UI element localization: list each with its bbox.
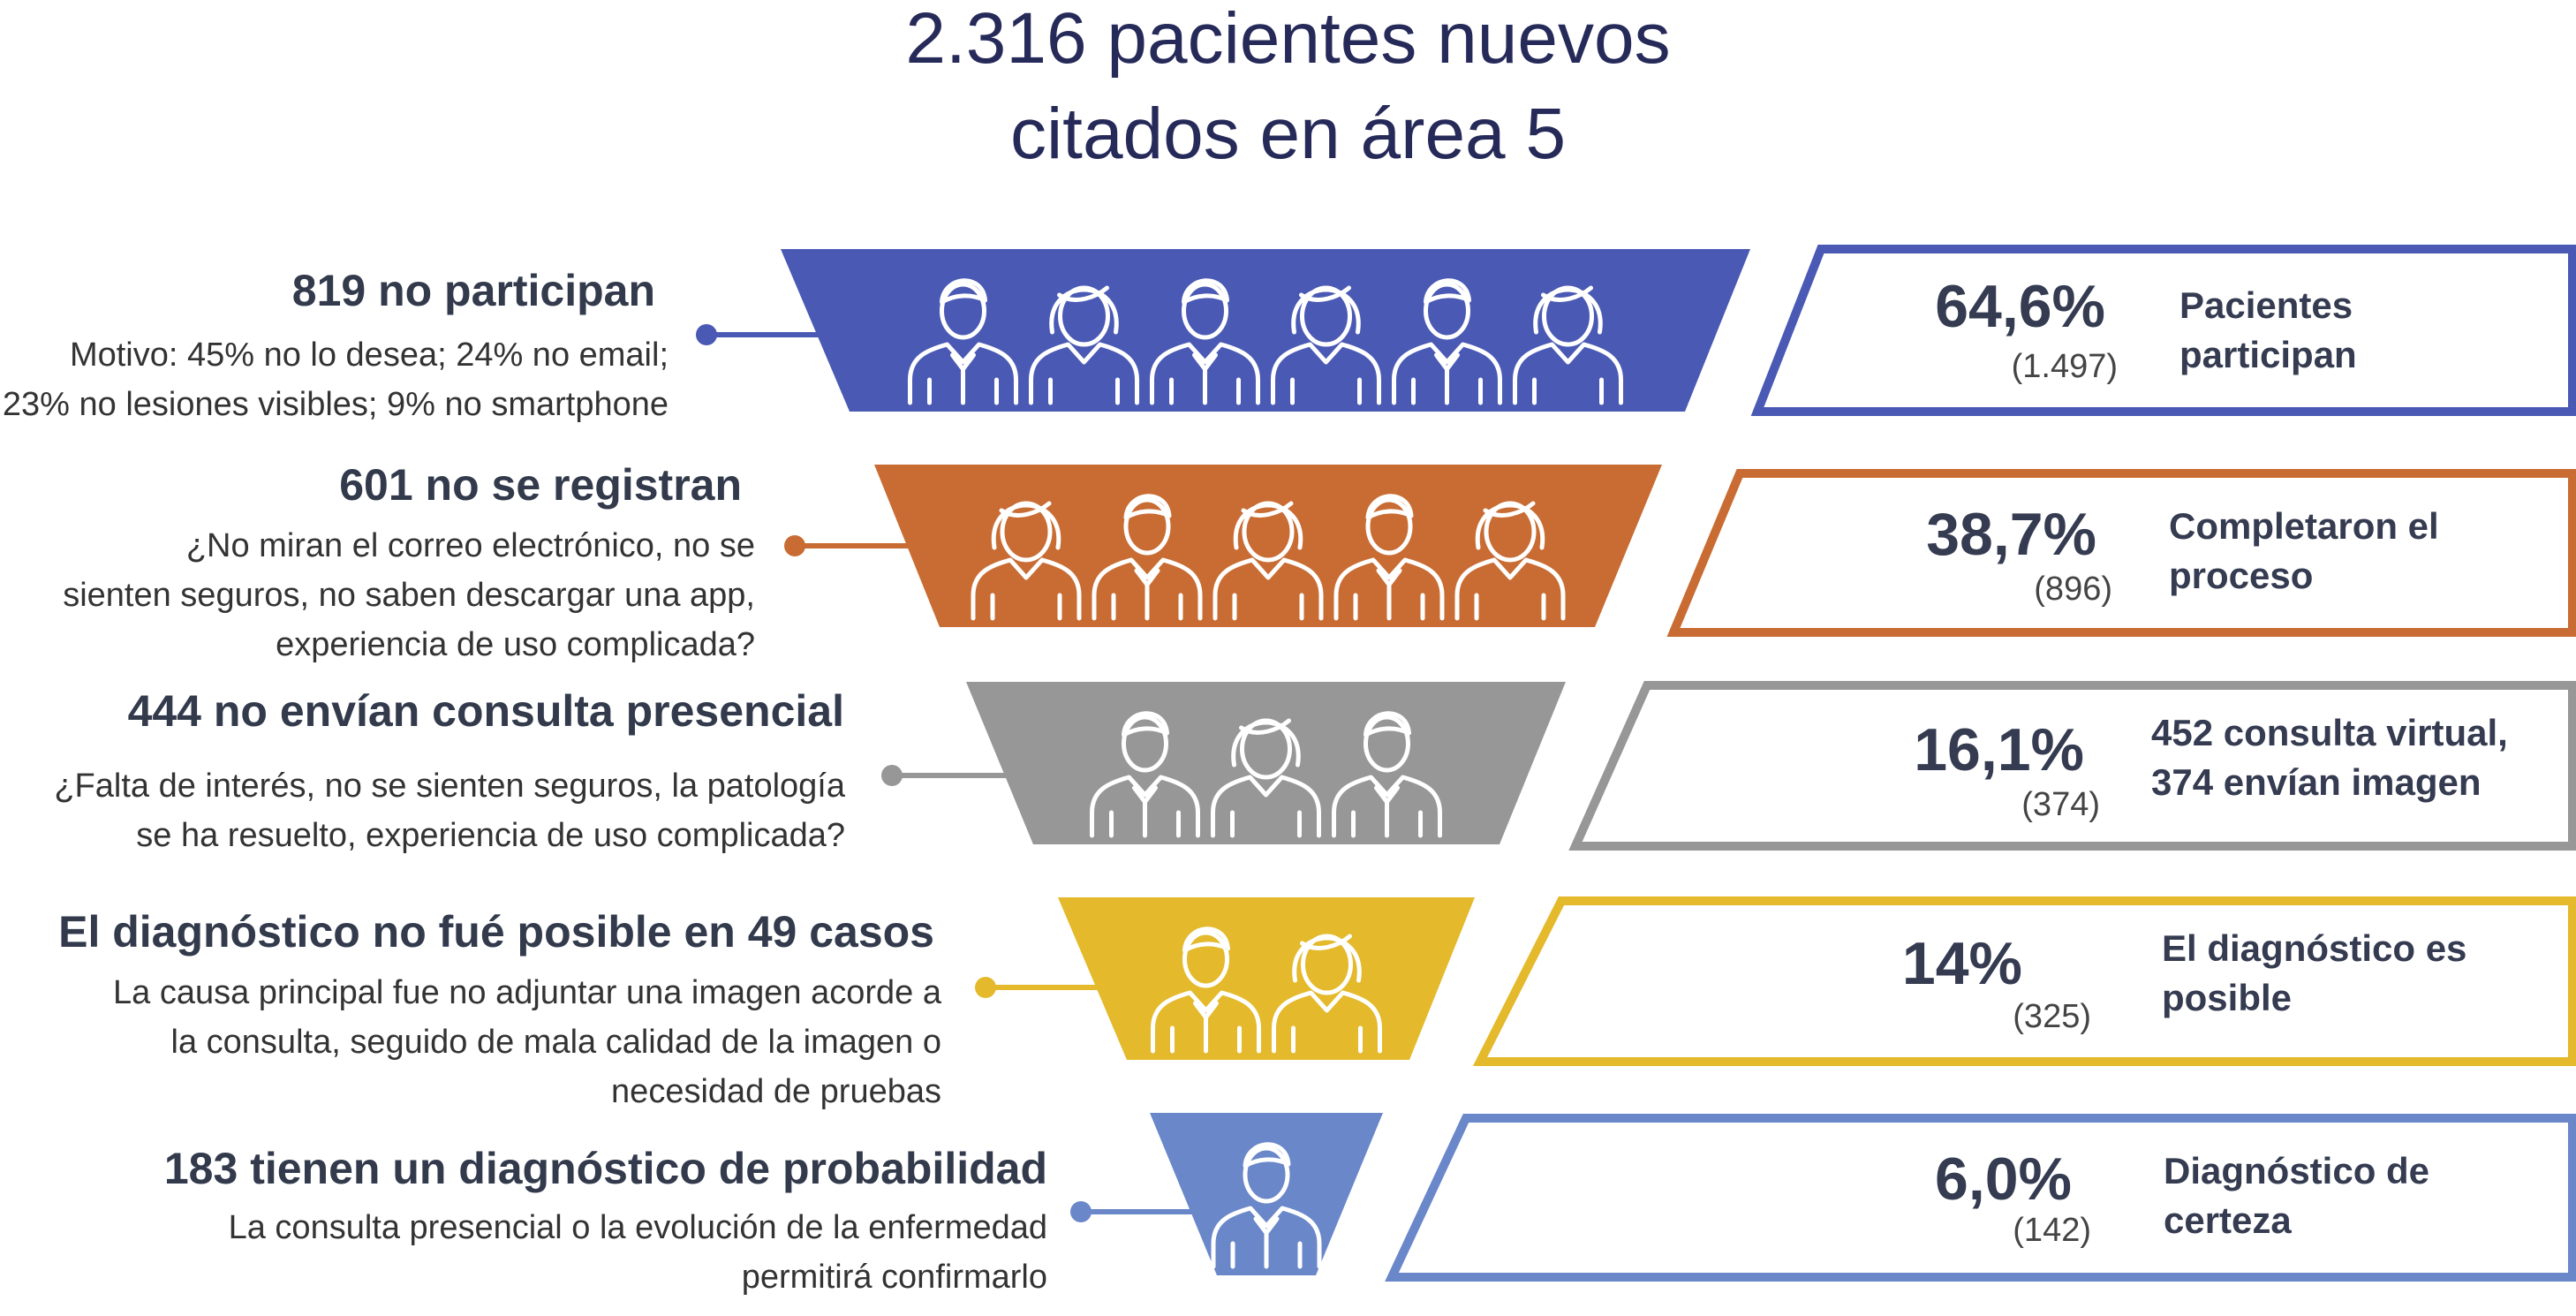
connector-dot <box>784 535 805 556</box>
connector-dot <box>975 977 996 998</box>
reason-line: ¿Falta de interés, no se sienten seguros… <box>54 768 845 805</box>
stage-percent: 64,6% <box>1935 273 2105 340</box>
people-group-icon <box>971 494 1566 621</box>
stage-count: (325) <box>2013 998 2091 1035</box>
result-label-line: proceso <box>2169 555 2314 596</box>
funnel-stage <box>781 249 1750 412</box>
man-icon <box>1150 278 1260 405</box>
reason-line: ¿No miran el correo electrónico, no se <box>185 527 755 564</box>
stage-dropout-heading: 183 tienen un diagnóstico de probabilida… <box>163 1144 1047 1193</box>
result-box <box>1666 469 2576 637</box>
man-icon <box>1332 711 1442 838</box>
result-label-line: certeza <box>2164 1199 2292 1241</box>
stage-dropout-heading: El diagnóstico no fué posible en 49 caso… <box>58 907 934 957</box>
reason-line: sienten seguros, no saben descargar una … <box>63 577 755 614</box>
funnel-stage <box>966 682 1566 844</box>
stage-count: (1.497) <box>2011 348 2118 385</box>
page-title: 2.316 pacientes nuevos citados en área 5 <box>0 0 2576 174</box>
reason-line: necesidad de pruebas <box>611 1073 941 1110</box>
title-line-2: citados en área 5 <box>1009 94 1567 174</box>
result-label-line: Pacientes <box>2179 284 2353 326</box>
funnel-stage <box>1058 897 1475 1060</box>
stage-result-label: Pacientes participan <box>2179 281 2357 380</box>
stage-result-label: El diagnóstico es posible <box>2162 924 2466 1023</box>
stage-dropout-reason: La causa principal fue no adjuntar una i… <box>113 968 941 1116</box>
people-group-icon <box>1151 926 1382 1054</box>
result-label-line: 452 consulta virtual, <box>2151 712 2508 753</box>
stage-dropout-reason: Motivo: 45% no lo desea; 24% no email; 23… <box>3 330 669 429</box>
people-group-icon <box>1090 711 1442 838</box>
result-label-line: El diagnóstico es <box>2162 927 2467 969</box>
stage-percent: 14% <box>1901 930 2022 997</box>
connector-dot <box>881 765 903 786</box>
result-label-line: Completaron el <box>2169 505 2439 547</box>
connector-dot <box>1070 1201 1092 1222</box>
reason-line: se ha resuelto, experiencia de uso compl… <box>136 817 845 854</box>
stage-result-label: Completaron el proceso <box>2169 502 2439 601</box>
woman-icon <box>971 501 1082 621</box>
stage-result-label: Diagnóstico de certeza <box>2164 1146 2429 1245</box>
man-icon <box>1333 494 1445 621</box>
man-icon <box>1151 926 1261 1054</box>
funnel-stage <box>1150 1113 1383 1275</box>
woman-icon <box>1211 718 1321 838</box>
stage-dropout-reason: ¿No miran el correo electrónico, no se si… <box>63 521 755 669</box>
stage-dropout-reason: ¿Falta de interés, no se sienten seguros… <box>54 761 845 860</box>
stage-count: (374) <box>2021 786 2100 823</box>
stage-dropout-heading: 444 no envían consulta presencial <box>127 686 844 736</box>
connector-dot <box>696 324 717 345</box>
woman-icon <box>1454 501 1566 621</box>
result-box <box>1385 1114 2576 1282</box>
woman-icon <box>1029 285 1139 405</box>
stage-dropout-heading: 601 no se registran <box>339 460 742 510</box>
woman-icon <box>1513 285 1623 405</box>
man-icon <box>1092 494 1203 621</box>
people-group-icon <box>1211 1142 1322 1269</box>
stage-percent: 16,1% <box>1914 716 2084 783</box>
result-box <box>1750 245 2576 416</box>
woman-icon <box>1212 501 1324 621</box>
reason-line: Motivo: 45% no lo desea; 24% no email; <box>69 337 669 374</box>
reason-line: La causa principal fue no adjuntar una i… <box>113 974 941 1011</box>
result-label-line: 374 envían imagen <box>2151 761 2482 803</box>
people-group-icon <box>908 278 1623 405</box>
reason-line: experiencia de uso complicada? <box>276 626 755 663</box>
man-icon <box>1090 711 1200 838</box>
title-line-1: 2.316 pacientes nuevos <box>905 0 1671 79</box>
man-icon <box>1211 1142 1322 1269</box>
man-icon <box>908 278 1018 405</box>
stage-result-label: 452 consulta virtual, 374 envían imagen <box>2151 708 2508 807</box>
stage-count: (142) <box>2013 1212 2091 1249</box>
stage-percent: 6,0% <box>1935 1146 2072 1213</box>
result-box <box>1568 681 2576 851</box>
stage-dropout-reason: La consulta presencial o la evolución de… <box>229 1203 1047 1302</box>
result-label-line: Diagnóstico de <box>2164 1150 2430 1191</box>
result-label-line: participan <box>2179 334 2357 375</box>
man-icon <box>1392 278 1502 405</box>
funnel-stage <box>874 465 1662 627</box>
stage-count: (896) <box>2034 571 2112 608</box>
woman-icon <box>1271 285 1381 405</box>
reason-line: permitirá confirmarlo <box>741 1259 1047 1296</box>
reason-line: La consulta presencial o la evolución de… <box>228 1209 1047 1246</box>
result-box <box>1472 896 2576 1066</box>
woman-icon <box>1272 934 1382 1054</box>
stage-dropout-heading: 819 no participan <box>291 266 655 315</box>
stage-percent: 38,7% <box>1926 501 2096 568</box>
result-label-line: posible <box>2162 977 2293 1018</box>
reason-line: 23% no lesiones visibles; 9% no smartpho… <box>2 386 669 423</box>
reason-line: la consulta, seguido de mala calidad de … <box>170 1024 941 1061</box>
